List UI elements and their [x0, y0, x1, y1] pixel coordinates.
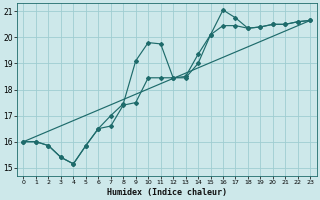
X-axis label: Humidex (Indice chaleur): Humidex (Indice chaleur) — [107, 188, 227, 197]
